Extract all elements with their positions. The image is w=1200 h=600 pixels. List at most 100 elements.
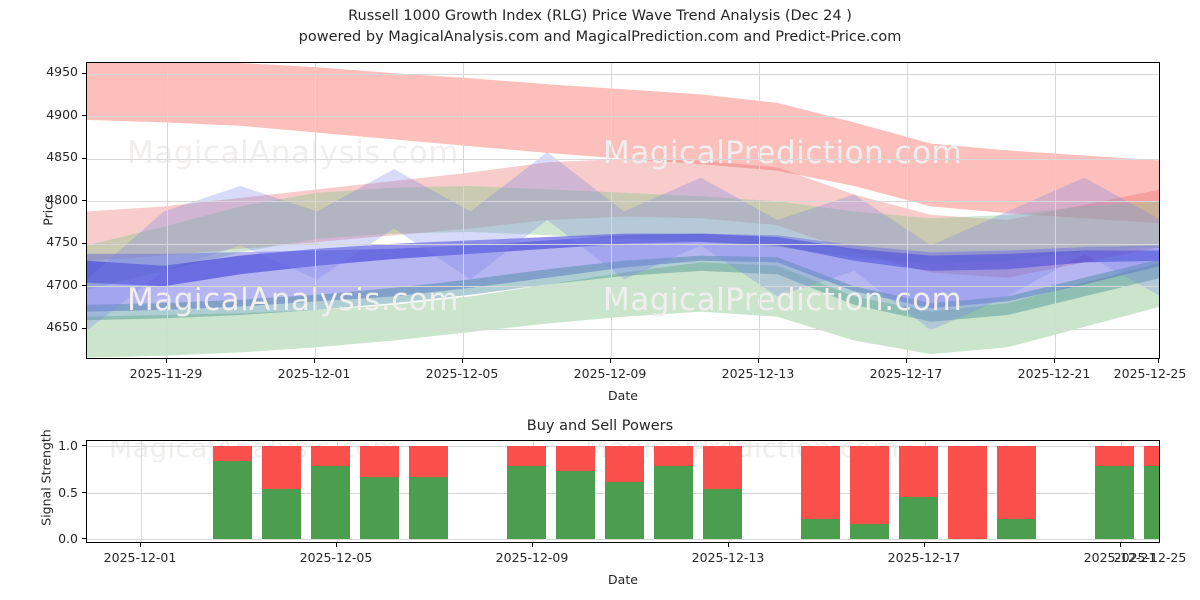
ytick-4800: 4800 (46, 192, 78, 207)
sell-power-segment (997, 446, 1036, 519)
signal-bar[interactable] (262, 446, 301, 539)
xtickmark-2025-12-13 (758, 359, 759, 363)
gridline-x-2025-12-17 (907, 63, 908, 358)
buy-power-segment (899, 497, 938, 539)
price-date-axis-label: Date (608, 388, 638, 403)
signal-ytick-1.0: 1.0 (58, 438, 78, 453)
gridline-bar-x-2025-12-01 (141, 441, 142, 542)
signal-bar[interactable] (1144, 446, 1159, 539)
xtickmark-2025-12-21 (1054, 359, 1055, 363)
ytick-4700: 4700 (46, 277, 78, 292)
sell-power-segment (262, 446, 301, 489)
signal-bar[interactable] (948, 446, 987, 539)
xtickmark-2025-11-29 (166, 359, 167, 363)
signal-bar[interactable] (311, 446, 350, 539)
bars-layer (87, 446, 1159, 539)
signal-bar[interactable] (507, 446, 546, 539)
ytickmark-4750 (82, 243, 86, 244)
buy-power-segment (850, 524, 889, 539)
xtickmark-2025-12-09 (610, 359, 611, 363)
signal-ytickmark-1.0 (82, 445, 86, 446)
signal-bar[interactable] (801, 446, 840, 539)
signal-bar[interactable] (899, 446, 938, 539)
signal-bar[interactable] (360, 446, 399, 539)
signal-bar[interactable] (213, 446, 252, 539)
gridline-x-2025-12-01 (315, 63, 316, 358)
xtick-label-2025-11-29: 2025-11-29 (129, 366, 203, 381)
sell-power-segment (409, 446, 448, 477)
signal-bar[interactable] (1095, 446, 1134, 539)
xtickmark-2025-12-25 (1158, 359, 1159, 363)
xtickmark-2025-12-17 (906, 359, 907, 363)
xtick-label-2025-12-13: 2025-12-13 (721, 366, 795, 381)
xtickmark-2025-12-05 (462, 359, 463, 363)
buy-power-segment (703, 488, 742, 539)
ytickmark-4900 (82, 115, 86, 116)
signal-bar[interactable] (409, 446, 448, 539)
figure-title-line1: Russell 1000 Growth Index (RLG) Price Wa… (348, 8, 852, 24)
price-chart-axes: MagicalAnalysis.com MagicalPrediction.co… (86, 62, 1160, 359)
xtick-label-2025-12-17: 2025-12-17 (869, 366, 943, 381)
sell-power-segment (507, 446, 546, 467)
ytickmark-4700 (82, 285, 86, 286)
gridline-y-4700 (87, 286, 1159, 287)
signal-xtickmark-2025-12-05 (336, 543, 337, 547)
signal-bar[interactable] (997, 446, 1036, 539)
gridline-signal-0.0 (87, 539, 1159, 540)
xtick-label-2025-12-25: 2025-12-25 (1113, 366, 1187, 381)
gridline-x-2025-12-09 (611, 63, 612, 358)
signal-xtick-label-2025-12-25: 2025-12-25 (1113, 550, 1187, 565)
band-lower-green-band (87, 262, 1159, 358)
signal-ytickmark-0.5 (82, 492, 86, 493)
buy-power-segment (997, 518, 1036, 539)
price-band-plot (87, 63, 1159, 358)
bar-chart-title: Buy and Sell Powers (526, 418, 674, 434)
signal-xtickmark-2025-12-09 (532, 543, 533, 547)
gridline-y-4900 (87, 116, 1159, 117)
buy-power-segment (360, 476, 399, 539)
signal-xtickmark-2025-12-21 (1120, 543, 1121, 547)
signal-ytick-0.0: 0.0 (58, 531, 78, 546)
signal-xtickmark-2025-12-17 (924, 543, 925, 547)
buy-power-segment (311, 466, 350, 539)
signal-xtick-label-2025-12-17: 2025-12-17 (887, 550, 961, 565)
sell-power-segment (605, 446, 644, 483)
buy-power-segment (801, 518, 840, 539)
buy-power-segment (605, 482, 644, 539)
signal-bar[interactable] (703, 446, 742, 539)
signal-bar[interactable] (654, 446, 693, 539)
signal-bar[interactable] (605, 446, 644, 539)
signal-ytick-0.5: 0.5 (58, 485, 78, 500)
buy-power-segment (262, 488, 301, 539)
ytick-4900: 4900 (46, 107, 78, 122)
ytickmark-4800 (82, 200, 86, 201)
buy-power-segment (1144, 466, 1159, 539)
gridline-x-2025-12-05 (463, 63, 464, 358)
signal-ytickmark-0.0 (82, 538, 86, 539)
ytick-4650: 4650 (46, 319, 78, 334)
sell-power-segment (850, 446, 889, 525)
buy-power-segment (507, 466, 546, 539)
signal-xtickmark-2025-12-01 (140, 543, 141, 547)
gridline-y-4950 (87, 74, 1159, 75)
xtick-label-2025-12-01: 2025-12-01 (277, 366, 351, 381)
xtick-label-2025-12-05: 2025-12-05 (425, 366, 499, 381)
buy-power-segment (654, 466, 693, 539)
gridline-y-4750 (87, 244, 1159, 245)
sell-power-segment (948, 446, 987, 539)
ytick-4850: 4850 (46, 149, 78, 164)
band-zigzag-wave-overlay (87, 152, 1159, 331)
signal-bar[interactable] (556, 446, 595, 539)
sell-power-segment (703, 446, 742, 489)
ytickmark-4950 (82, 73, 86, 74)
buy-power-segment (556, 471, 595, 539)
signal-chart-axes: MagicalAnalysis.com MagicalPrediction.co… (86, 440, 1160, 543)
signal-date-axis-label: Date (608, 572, 638, 587)
buy-power-segment (213, 460, 252, 539)
signal-bar[interactable] (850, 446, 889, 539)
signal-xtickmark-2025-12-13 (728, 543, 729, 547)
gridline-y-4800 (87, 201, 1159, 202)
sell-power-segment (1144, 446, 1159, 467)
band-teal-support-band (87, 255, 1159, 322)
